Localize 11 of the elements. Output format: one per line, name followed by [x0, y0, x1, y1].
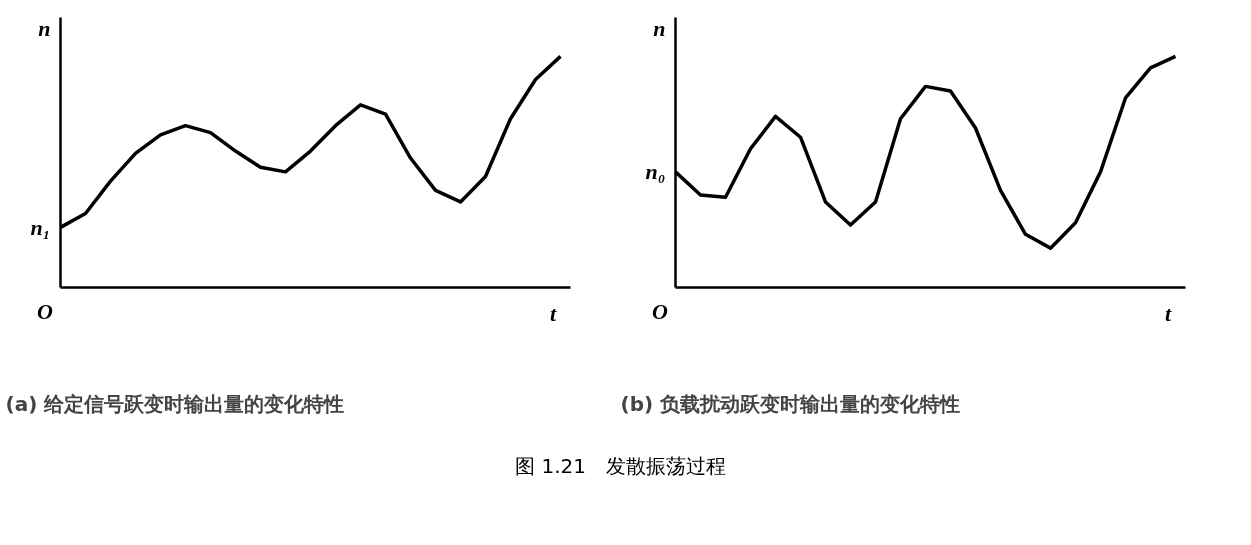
text: (b) 负载扰动跃变时输出量的变化特性: [620, 391, 961, 416]
text: O: [652, 298, 669, 324]
y-axis-title: n: [38, 16, 51, 42]
text: (a) 给定信号跃变时输出量的变化特性: [5, 391, 345, 416]
text: n₁: [30, 214, 51, 240]
y-axis-title: n: [653, 16, 666, 42]
text: 图 1.21 发散振荡过程: [515, 453, 726, 478]
text: O: [37, 298, 54, 324]
x-axis-title: t: [549, 301, 557, 327]
text: n₀: [645, 159, 666, 185]
x-axis-title: t: [1164, 301, 1172, 327]
